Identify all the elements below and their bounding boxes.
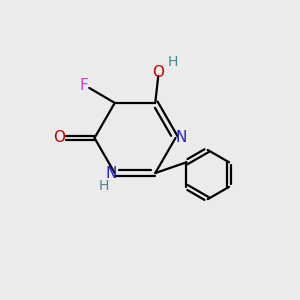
Text: H: H [99,179,110,193]
Text: O: O [53,130,65,146]
Text: O: O [152,65,164,80]
Text: H: H [168,55,178,68]
Text: F: F [80,78,88,93]
Text: N: N [176,130,187,145]
Text: N: N [106,166,117,181]
